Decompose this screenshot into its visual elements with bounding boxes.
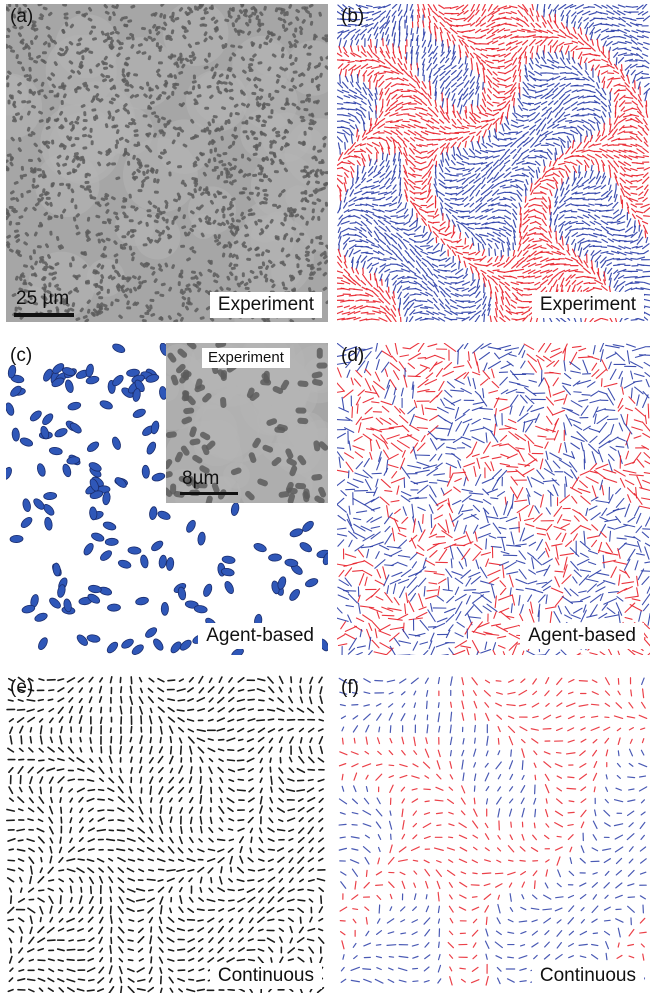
panel-f-continuous-velocity: (f) Continuous (337, 675, 650, 993)
panel-label: (b) (341, 6, 365, 27)
panel-label: (e) (10, 677, 34, 698)
panel-label: (a) (10, 6, 34, 27)
panel-caption: Continuous (209, 963, 322, 989)
panel-c-agent-simulation: (c) Experiment 8µm Agent-based (6, 343, 328, 655)
panel-label: (f) (341, 677, 359, 698)
panel-d-agent-velocity: (d) Agent-based (337, 343, 650, 655)
panel-a-micrograph: (a) 25 µm Experiment (6, 4, 328, 322)
scale-bar-line (14, 313, 74, 317)
continuous-director-field (6, 675, 328, 993)
velocity-vector-field (337, 4, 650, 322)
micrograph-image (6, 4, 328, 322)
continuous-velocity-field (337, 675, 650, 993)
panel-caption: Experiment (531, 292, 644, 318)
inset-scale-bar-line (180, 492, 238, 495)
inset-caption: Experiment (202, 348, 290, 368)
inset-micrograph: Experiment 8µm (166, 343, 328, 503)
director-lines (6, 675, 328, 993)
redblue-lines (337, 675, 650, 993)
panel-caption: Continuous (531, 963, 644, 989)
panel-label: (d) (341, 345, 365, 366)
panel-caption: Agent-based (520, 623, 644, 649)
panel-label: (c) (10, 345, 33, 366)
inset-scale-bar-label: 8µm (182, 468, 220, 489)
panel-b-velocity-field: (b) Experiment (337, 4, 650, 322)
agent-velocity-field (337, 343, 650, 655)
cell-texture (6, 4, 328, 322)
dense-vectors (337, 4, 650, 322)
panel-e-continuous-director: (e) Continuous (6, 675, 328, 993)
panel-caption: Experiment (209, 292, 322, 318)
scale-bar-label: 25 µm (16, 288, 70, 309)
panel-caption: Agent-based (198, 623, 322, 649)
scale-bar: 25 µm (14, 289, 84, 319)
inset-scale-bar: 8µm (180, 469, 250, 497)
sparse-vectors (337, 343, 650, 655)
